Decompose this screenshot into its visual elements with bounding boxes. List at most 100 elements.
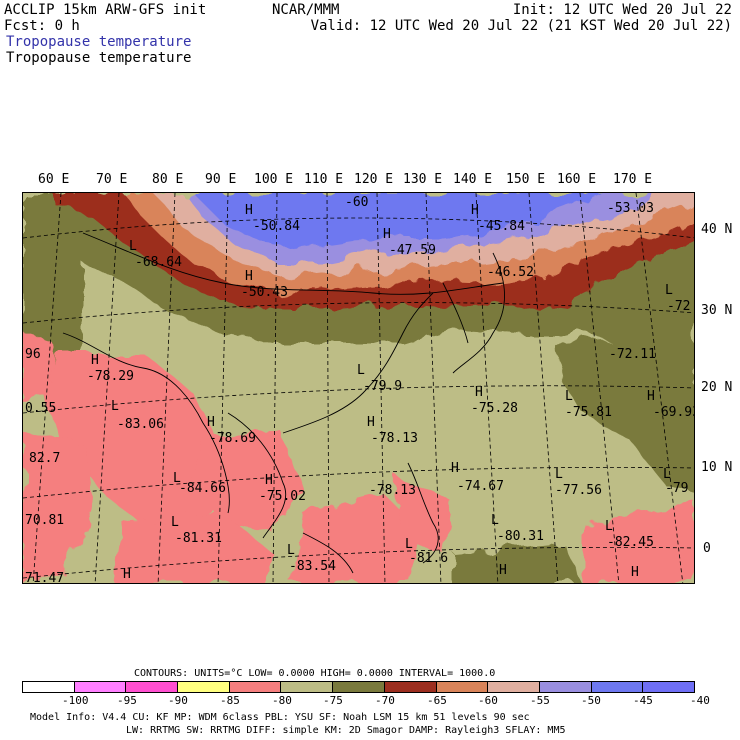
meridian	[376, 193, 386, 583]
extremum-mark: H	[471, 203, 479, 218]
fill-olive-pacific	[553, 333, 694, 493]
extremum-value: -80.31	[497, 529, 544, 544]
extremum-mark: H	[123, 567, 131, 582]
extremum-mark: H	[367, 415, 375, 430]
extremum-value: -74.67	[457, 479, 504, 494]
extremum-value: -79	[665, 481, 689, 496]
extremum-mark: L	[663, 467, 671, 482]
extremum-value: -72.11	[609, 347, 656, 362]
parallel-10n	[23, 466, 694, 499]
colorbar-bin	[539, 682, 592, 692]
lat-label: 40 N	[701, 222, 733, 237]
lon-label: 70 E	[96, 172, 128, 187]
lon-label: 170 E	[613, 172, 653, 187]
fill-salmon-west1	[23, 333, 53, 403]
extremum-value: -47.59	[389, 243, 436, 258]
coast-indochina	[227, 412, 287, 539]
extremum-mark: H	[245, 203, 253, 218]
contour-info: CONTOURS: UNITS=°C LOW= 0.0000 HIGH= 0.0…	[134, 668, 496, 679]
fill-olive-west	[23, 193, 83, 373]
extremum-value: 70.81	[25, 513, 65, 528]
extremum-value: -83.54	[289, 559, 336, 574]
extremum-value: -68.64	[135, 255, 182, 270]
extremum-mark: H	[91, 353, 99, 368]
coast-china	[282, 292, 434, 434]
extremum-value: -75.02	[259, 489, 306, 504]
parallel-40n	[23, 217, 694, 239]
valid-time: Valid: 12 UTC Wed 20 Jul 22 (21 KST Wed …	[310, 18, 732, 34]
coast-borneo	[302, 532, 354, 574]
tropopause-temperature-map: H -50.84 -60 H -45.84 -53.03 L -68.64 H …	[22, 192, 695, 584]
extremum-value: -69.93	[653, 405, 694, 420]
coast-india	[62, 332, 230, 514]
extremum-value: -50.84	[253, 219, 300, 234]
border-north	[82, 232, 504, 295]
extremum-mark: L	[357, 363, 365, 378]
meridian	[94, 193, 120, 583]
extremum-mark: H	[383, 227, 391, 242]
extremum-mark: H	[499, 563, 507, 578]
extremum-mark: L	[173, 471, 181, 486]
lon-label: 150 E	[506, 172, 546, 187]
extremum-value: -81.6	[409, 551, 449, 566]
graticule	[23, 193, 694, 583]
extremum-value: -46.52	[487, 265, 534, 280]
colorbar-bin	[229, 682, 282, 692]
field-title-colored: Tropopause temperature	[6, 34, 192, 50]
meridian	[32, 193, 62, 583]
meridian	[326, 193, 330, 583]
lat-label: 10 N	[701, 460, 733, 475]
coast-korea	[442, 282, 469, 344]
meridian	[475, 193, 499, 583]
extremum-value: -83.06	[117, 417, 164, 432]
colorbar-bin	[333, 682, 385, 692]
colorbar-bin	[488, 682, 540, 692]
extremum-mark: L	[491, 513, 499, 528]
colorbar-tick: -90	[168, 694, 188, 707]
colorbar-tick: -95	[117, 694, 137, 707]
coast-philippines	[407, 462, 439, 564]
extremum-value: 0.55	[25, 401, 57, 416]
extremum-value: -50.43	[241, 285, 288, 300]
extremum-mark: L	[555, 467, 563, 482]
extremum-value: -75.28	[471, 401, 518, 416]
lon-label: 100 E	[254, 172, 294, 187]
lon-label: 60 E	[38, 172, 70, 187]
colorbar-bin	[74, 682, 127, 692]
extremum-mark: H	[265, 473, 273, 488]
colorbar-units: -40	[690, 694, 710, 707]
coast-japan	[452, 252, 505, 374]
extremum-value: -53.03	[607, 201, 654, 216]
lon-label: 120 E	[354, 172, 394, 187]
extremum-value: -79.9	[363, 379, 403, 394]
lat-label: 20 N	[701, 380, 733, 395]
fill-olive-south	[453, 543, 583, 583]
meridian	[272, 193, 278, 583]
extremum-value: 71.47	[25, 571, 65, 584]
colorbar-bin	[178, 682, 230, 692]
extremum-mark: L	[405, 537, 413, 552]
init-time: Init: 12 UTC Wed 20 Jul 22	[512, 2, 732, 18]
lon-label: 80 E	[152, 172, 184, 187]
extremum-mark: H	[245, 269, 253, 284]
colorbar-tick: -45	[633, 694, 653, 707]
fill-blue-core	[193, 193, 603, 248]
parallel-30n	[23, 302, 694, 324]
colorbar-tick: -65	[427, 694, 447, 707]
fill-salmon-scs	[293, 493, 423, 583]
lat-label: 0	[703, 541, 711, 556]
colorbar-bin	[643, 682, 694, 692]
colorbar-bin	[23, 682, 75, 692]
colorbar-tick: -70	[375, 694, 395, 707]
extremum-mark: L	[111, 399, 119, 414]
extremum-mark: L	[565, 389, 573, 404]
extremum-value: -78.13	[369, 483, 416, 498]
lon-label: 110 E	[304, 172, 344, 187]
fill-salmon-pacific	[583, 503, 694, 583]
extremum-mark: H	[631, 565, 639, 580]
extremum-value: 96	[25, 347, 41, 362]
meridian	[157, 193, 176, 583]
extremum-mark: H	[647, 389, 655, 404]
colorbar-tick: -100	[62, 694, 89, 707]
colorbar-tick: -85	[220, 694, 240, 707]
